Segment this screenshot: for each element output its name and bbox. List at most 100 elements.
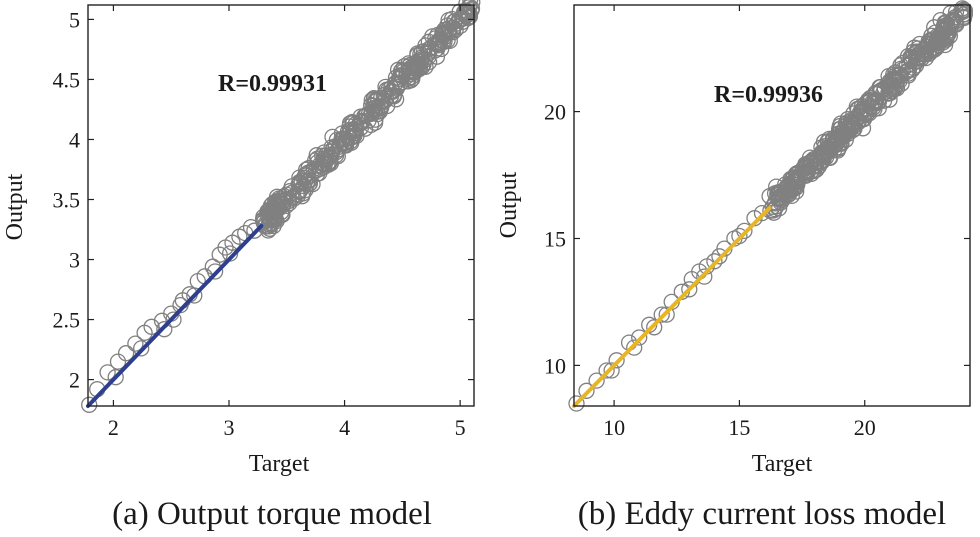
y-tick-label: 2.5 (53, 308, 81, 333)
panel-a-y-label: Output (2, 173, 28, 240)
data-point (603, 362, 620, 379)
data-point-dense (279, 193, 297, 210)
data-point-dense (408, 54, 425, 72)
data-point-dense (307, 152, 324, 169)
data-point (568, 395, 585, 412)
data-point-dense (862, 91, 880, 108)
data-point-dense (789, 165, 806, 182)
data-point-dense (936, 14, 953, 31)
data-point-dense (394, 67, 411, 84)
y-tick-label: 20 (544, 100, 566, 125)
data-point (681, 281, 698, 298)
data-point-dense (840, 125, 857, 142)
data-point-dense (268, 192, 285, 210)
data-point-dense (311, 160, 329, 178)
panel-b-fit-line (572, 206, 772, 408)
data-point (156, 321, 173, 338)
data-point-dense (829, 129, 846, 146)
data-point-dense (888, 70, 905, 87)
data-point (706, 253, 723, 270)
data-point-dense (315, 152, 332, 169)
data-point (165, 311, 182, 328)
data-point-dense (801, 155, 818, 172)
data-point (711, 248, 728, 265)
data-point (608, 352, 625, 369)
data-point (133, 340, 150, 357)
data-point-dense (857, 106, 875, 123)
data-point-dense (782, 170, 799, 188)
panel-a-markers (81, 0, 481, 413)
data-point-dense (435, 24, 452, 42)
data-point-dense (265, 201, 282, 218)
data-point-dense (940, 22, 957, 39)
x-tick-label: 5 (455, 415, 466, 440)
data-point-dense (289, 187, 307, 204)
data-point-dense (256, 212, 273, 230)
data-point-dense (426, 42, 444, 59)
data-point-dense (342, 133, 359, 150)
y-tick-label: 15 (544, 226, 566, 251)
data-point-dense (936, 22, 953, 40)
data-point (117, 345, 135, 362)
panel-b: 10 15 20 10 15 20 R=0.99936 Target Output (b… (496, 0, 974, 532)
data-point-dense (798, 159, 815, 176)
data-point-dense (779, 183, 796, 200)
data-point (653, 306, 670, 323)
y-tick-label: 3.5 (53, 187, 81, 212)
data-point-dense (369, 91, 387, 108)
data-point-dense (373, 98, 390, 115)
data-point-dense (329, 141, 347, 158)
x-tick-label: 2 (108, 415, 119, 440)
panel-a-fit-line (86, 223, 264, 408)
data-point-dense (454, 13, 471, 30)
y-tick-label: 4.5 (53, 67, 81, 92)
data-point-dense (420, 41, 437, 58)
data-point-dense (774, 191, 791, 209)
data-point-dense (813, 153, 831, 170)
data-point-dense (838, 123, 855, 140)
y-tick-label: 2 (69, 368, 80, 393)
data-point (107, 369, 124, 386)
data-point-dense (392, 74, 410, 91)
y-tick-label: 3 (69, 248, 80, 273)
x-tick-label: 10 (603, 415, 625, 440)
data-point-dense (262, 214, 280, 232)
panel-a-x-ticks: 2 3 4 5 (108, 5, 466, 440)
data-point (658, 306, 675, 323)
x-tick-label: 15 (728, 415, 750, 440)
x-tick-label: 3 (223, 415, 234, 440)
data-point-dense (927, 34, 944, 51)
data-point-dense (346, 127, 363, 144)
data-point-dense (766, 195, 784, 212)
data-point-dense (889, 67, 906, 85)
data-point-dense (375, 86, 392, 104)
data-point-dense (908, 50, 925, 67)
panel-b-x-label: Target (752, 451, 813, 477)
data-point-dense (464, 0, 481, 11)
data-point-dense (797, 167, 815, 184)
data-point (81, 396, 98, 413)
data-point (99, 364, 116, 381)
panel-a-x-label: Target (249, 451, 310, 477)
data-point (578, 382, 595, 399)
data-point (646, 319, 663, 336)
x-tick-label: 4 (339, 415, 350, 440)
data-point (626, 339, 643, 356)
data-point-dense (268, 197, 286, 214)
data-point-dense (903, 52, 921, 70)
data-point-dense (417, 37, 434, 54)
data-point (588, 372, 605, 389)
data-point-dense (406, 64, 423, 81)
panel-b-caption: (b) Eddy current loss model (578, 496, 946, 532)
data-point-dense (380, 81, 397, 98)
data-point (696, 268, 713, 285)
data-point (127, 335, 144, 352)
data-point-dense (334, 131, 351, 148)
panel-a-plot-frame (87, 4, 475, 407)
data-point (206, 263, 224, 280)
data-point-dense (875, 84, 892, 101)
data-point-dense (844, 114, 861, 132)
data-point (731, 227, 748, 245)
data-point (143, 318, 160, 335)
